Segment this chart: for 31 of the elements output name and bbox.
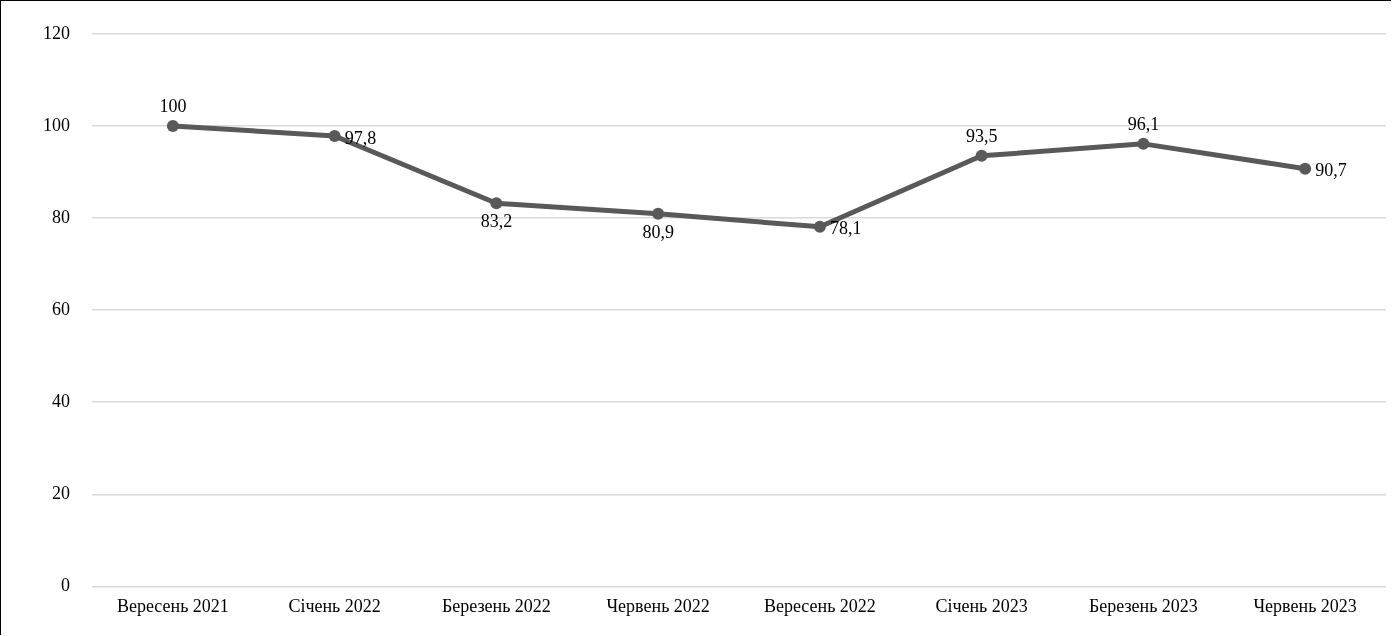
x-tick-label: Січень 2022 <box>288 595 381 616</box>
x-tick-label: Вересень 2022 <box>763 595 876 616</box>
data-label: 97,8 <box>344 127 377 148</box>
data-label: 93,5 <box>965 125 998 146</box>
x-tick-label: Вересень 2021 <box>116 595 229 616</box>
y-tick-label: 60 <box>52 298 70 319</box>
data-label: 83,2 <box>480 211 513 231</box>
x-tick-label: Березень 2022 <box>441 595 551 616</box>
point <box>975 149 988 162</box>
point <box>1299 162 1312 175</box>
data-label: 100 <box>159 95 187 116</box>
y-tick-label: 80 <box>52 206 70 227</box>
x-tick-label: Червень 2022 <box>606 595 710 616</box>
data-label: 78,1 <box>829 218 862 239</box>
point <box>166 119 179 132</box>
y-tick-label: 100 <box>43 114 70 135</box>
point <box>813 220 826 233</box>
point <box>1137 137 1150 150</box>
data-label: 80,9 <box>642 221 674 242</box>
y-tick-label: 40 <box>52 390 70 411</box>
data-label: 96,1 <box>1127 113 1160 134</box>
point <box>328 130 341 143</box>
y-tick-label: 120 <box>43 22 70 43</box>
x-tick-label: Березень 2023 <box>1088 595 1198 616</box>
x-tick-label: Січень 2023 <box>935 595 1028 616</box>
y-tick-label: 20 <box>52 483 70 504</box>
y-tick-label: 0 <box>61 575 70 596</box>
data-label: 90,7 <box>1315 160 1347 181</box>
point <box>490 197 503 210</box>
point <box>652 207 665 220</box>
x-tick-label: Червень 2023 <box>1253 595 1357 616</box>
